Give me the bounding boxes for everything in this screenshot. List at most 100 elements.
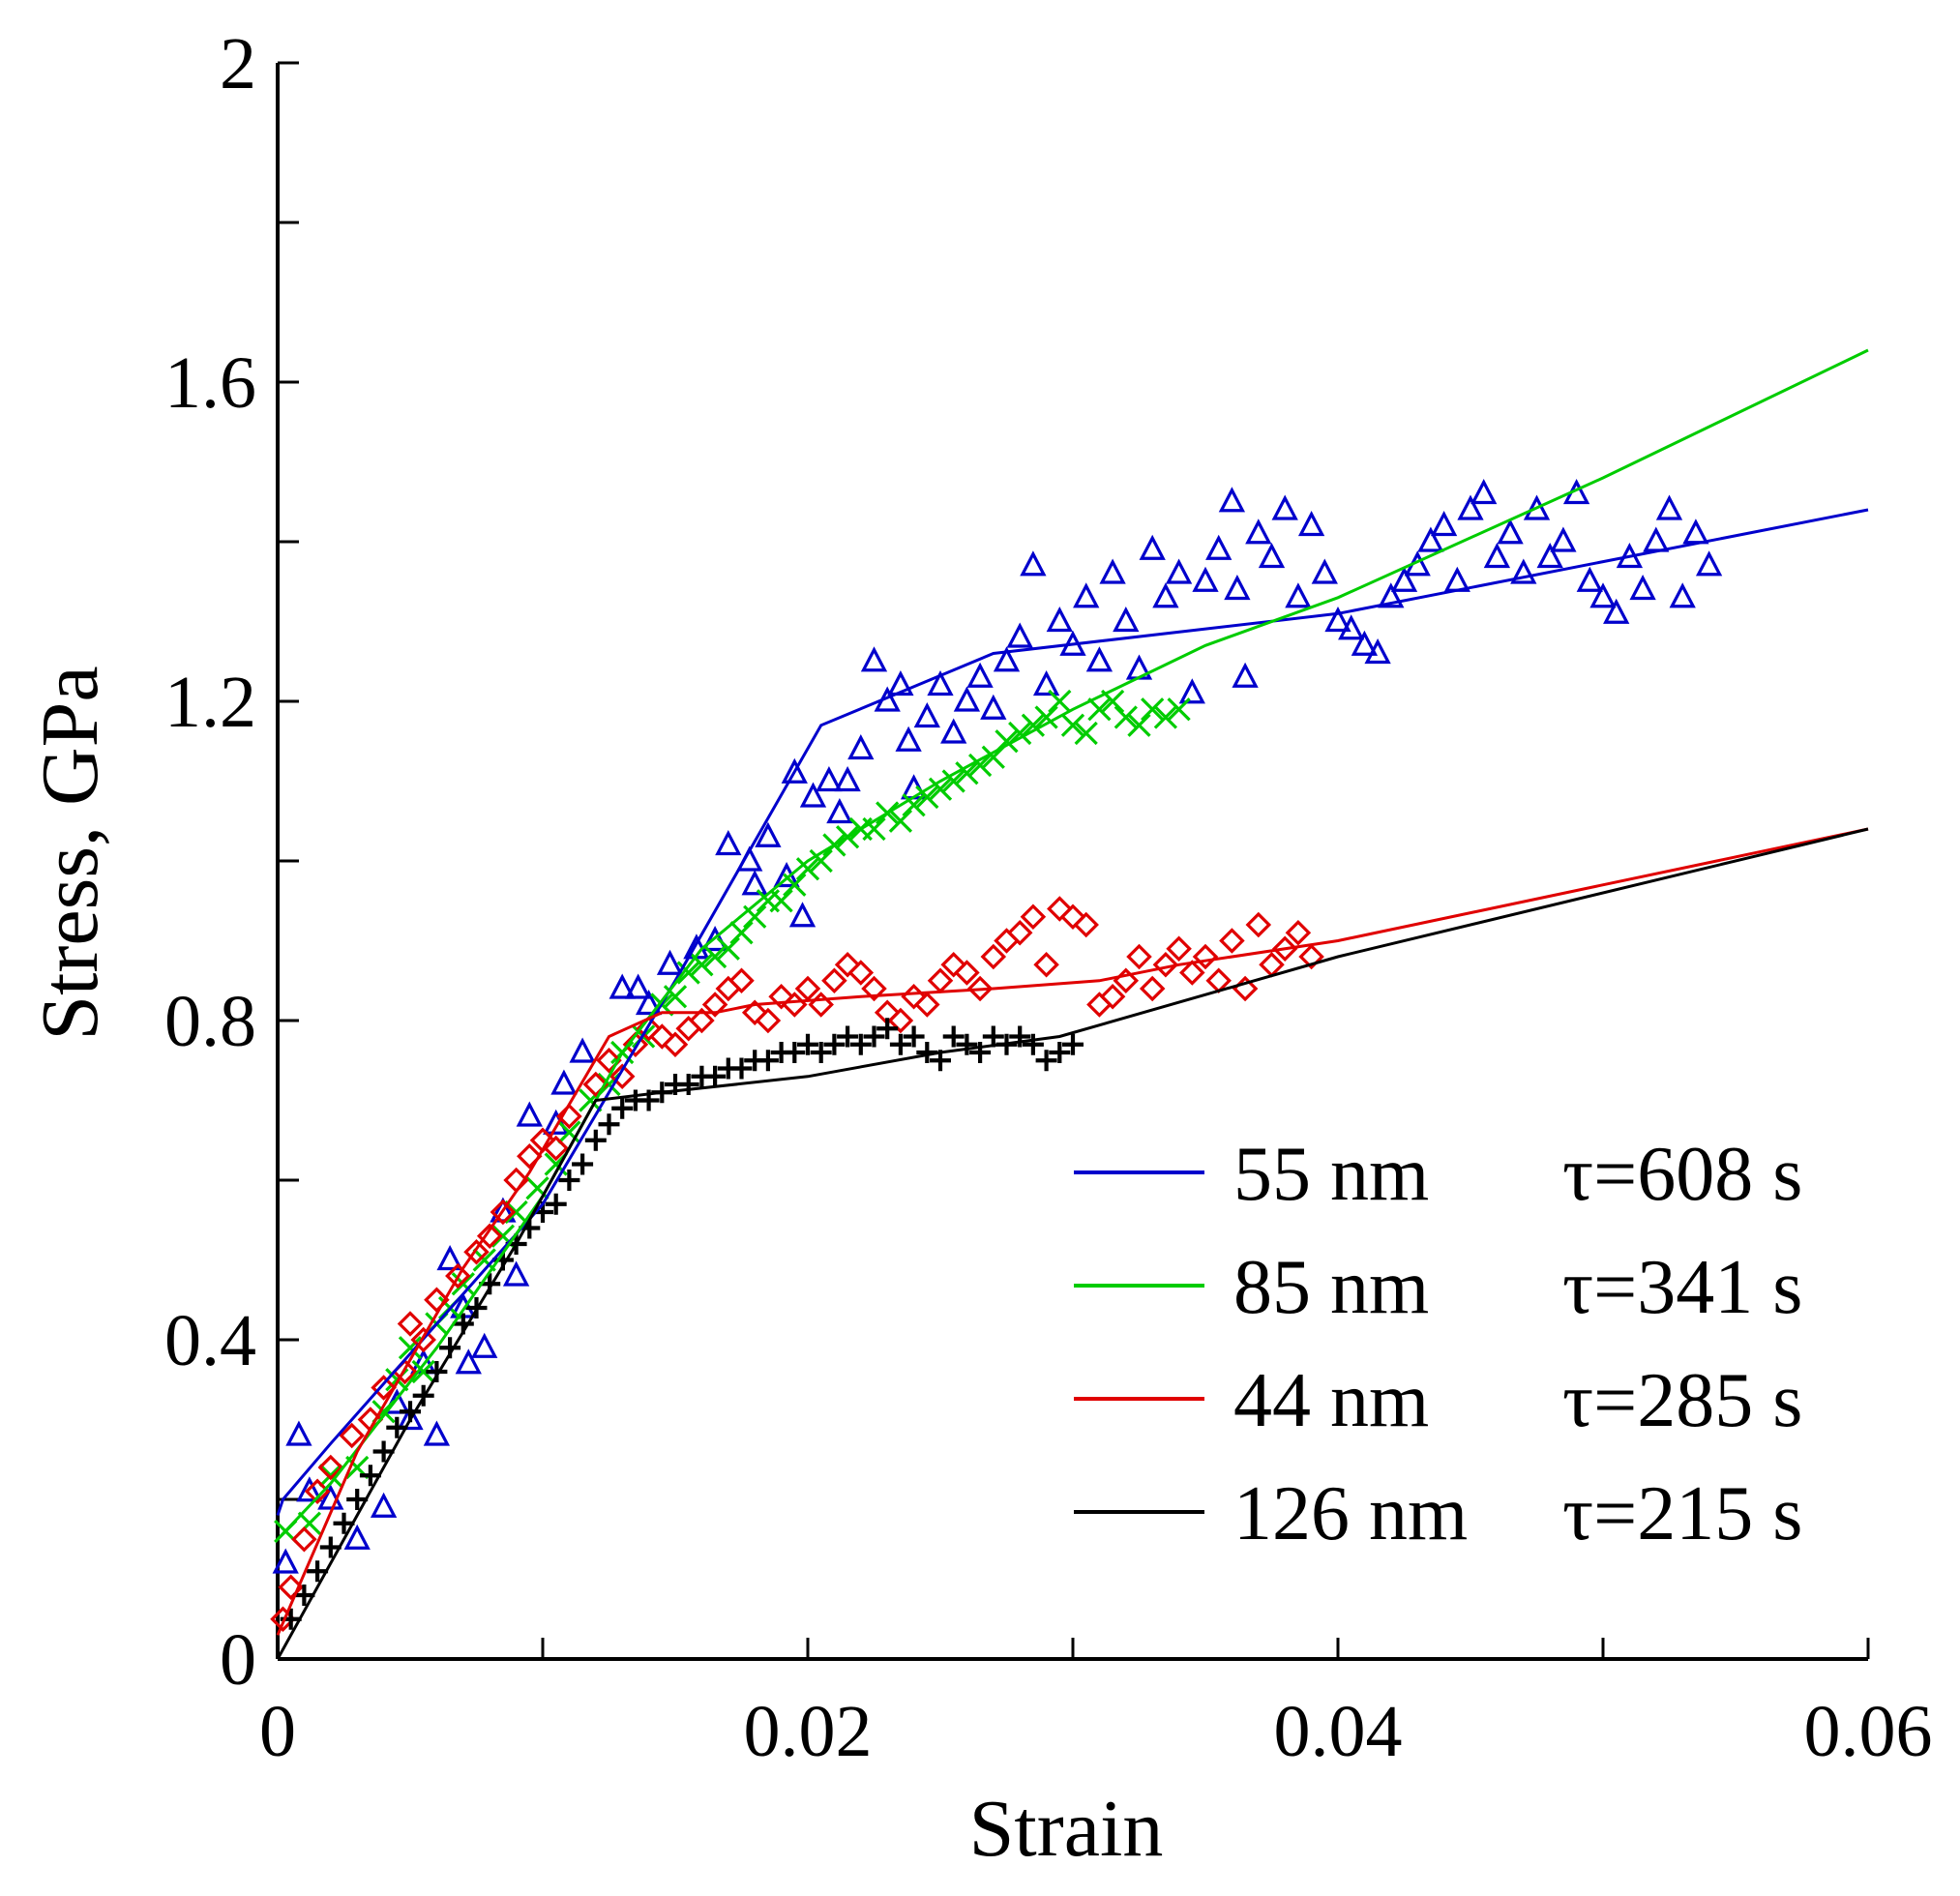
data-point bbox=[455, 1348, 482, 1375]
data-point bbox=[1576, 566, 1603, 592]
data-point bbox=[1034, 705, 1058, 729]
data-point bbox=[1047, 896, 1073, 922]
data-point bbox=[862, 816, 886, 842]
data-point bbox=[558, 1170, 580, 1191]
data-point bbox=[285, 1420, 312, 1446]
y-tick-label: 1.2 bbox=[164, 662, 256, 743]
data-point bbox=[663, 985, 688, 1009]
data-point bbox=[346, 1489, 369, 1510]
data-point bbox=[635, 990, 663, 1016]
data-point bbox=[1364, 638, 1391, 665]
data-point bbox=[1536, 543, 1563, 569]
data-point bbox=[445, 1262, 471, 1289]
data-point bbox=[372, 1440, 395, 1463]
data-point bbox=[755, 1007, 782, 1034]
data-point bbox=[1152, 951, 1179, 978]
data-point bbox=[809, 848, 833, 874]
data-point bbox=[471, 1332, 498, 1358]
data-point bbox=[1311, 558, 1338, 584]
data-point bbox=[1049, 1042, 1071, 1063]
data-point bbox=[296, 1476, 323, 1502]
data-point bbox=[569, 1037, 596, 1063]
data-point bbox=[834, 766, 861, 792]
data-point bbox=[993, 646, 1021, 672]
data-point bbox=[903, 1025, 925, 1048]
data-point bbox=[915, 785, 939, 810]
legend-series-name: 85 nm bbox=[1233, 1245, 1429, 1330]
data-point bbox=[1682, 518, 1709, 545]
data-point bbox=[887, 1007, 914, 1034]
data-point bbox=[1009, 1025, 1031, 1048]
data-point bbox=[676, 961, 700, 985]
data-point bbox=[928, 777, 953, 801]
data-point bbox=[781, 757, 808, 784]
x-axis-label: Strain bbox=[969, 1784, 1164, 1874]
data-point bbox=[941, 769, 965, 793]
data-point bbox=[504, 1200, 528, 1225]
data-point bbox=[1113, 607, 1140, 633]
data-point bbox=[598, 1113, 620, 1136]
data-point bbox=[942, 1025, 965, 1048]
data-point bbox=[319, 1536, 342, 1558]
data-point bbox=[1218, 487, 1246, 513]
data-point bbox=[1378, 582, 1405, 608]
data-point bbox=[1073, 582, 1100, 608]
data-point bbox=[411, 1359, 435, 1384]
x-tick-label: 0.04 bbox=[1274, 1691, 1403, 1772]
legend-tau-value: τ=608 s bbox=[1562, 1132, 1802, 1217]
data-point bbox=[550, 1069, 578, 1095]
data-point bbox=[436, 1245, 463, 1271]
data-point bbox=[1245, 518, 1272, 545]
data-point bbox=[702, 944, 728, 969]
data-point bbox=[1099, 558, 1126, 584]
data-point bbox=[584, 1129, 607, 1151]
data-point bbox=[1022, 1033, 1044, 1055]
data-point bbox=[1035, 1050, 1057, 1072]
data-point bbox=[689, 1007, 715, 1034]
data-point bbox=[816, 766, 843, 792]
data-point bbox=[1430, 511, 1458, 537]
data-point bbox=[677, 1074, 699, 1095]
data-point bbox=[596, 1047, 622, 1074]
data-point bbox=[768, 983, 794, 1010]
data-point bbox=[755, 821, 782, 847]
data-point bbox=[1510, 558, 1537, 584]
data-point bbox=[1087, 697, 1112, 722]
data-point bbox=[1470, 479, 1498, 505]
data-point bbox=[622, 1031, 649, 1058]
legend: 55 nm τ=608 s 85 nm τ=341 s 44 nm τ=285 s 126 … bbox=[1074, 1132, 1802, 1556]
data-point bbox=[675, 1015, 701, 1042]
data-point bbox=[701, 992, 728, 1018]
series-points-44-nm bbox=[270, 896, 1324, 1633]
data-point bbox=[572, 1153, 594, 1175]
data-point bbox=[339, 1422, 365, 1449]
data-point bbox=[662, 1031, 689, 1058]
data-point bbox=[1550, 526, 1577, 552]
data-point bbox=[1629, 575, 1656, 601]
legend-series-name: 44 nm bbox=[1233, 1358, 1429, 1443]
data-point bbox=[1127, 713, 1151, 737]
data-point bbox=[516, 1101, 543, 1127]
data-point bbox=[291, 1526, 317, 1553]
data-point bbox=[451, 1272, 475, 1296]
y-tick-label: 0.8 bbox=[164, 981, 256, 1062]
data-point bbox=[769, 889, 793, 913]
data-point bbox=[849, 1033, 872, 1055]
data-point bbox=[502, 1260, 530, 1287]
data-point bbox=[782, 992, 808, 1018]
data-point bbox=[953, 686, 981, 712]
data-point bbox=[1603, 598, 1630, 624]
y-tick-label: 2 bbox=[220, 23, 256, 104]
data-point bbox=[582, 1071, 609, 1098]
data-point bbox=[982, 1025, 1004, 1048]
data-point bbox=[556, 1103, 582, 1130]
data-point bbox=[398, 1336, 423, 1360]
data-point bbox=[940, 951, 966, 978]
data-point bbox=[810, 1042, 832, 1063]
data-point bbox=[371, 1375, 397, 1401]
data-point bbox=[1483, 543, 1511, 569]
data-point bbox=[1297, 511, 1325, 537]
data-point bbox=[1655, 494, 1683, 520]
data-point bbox=[1258, 543, 1286, 569]
